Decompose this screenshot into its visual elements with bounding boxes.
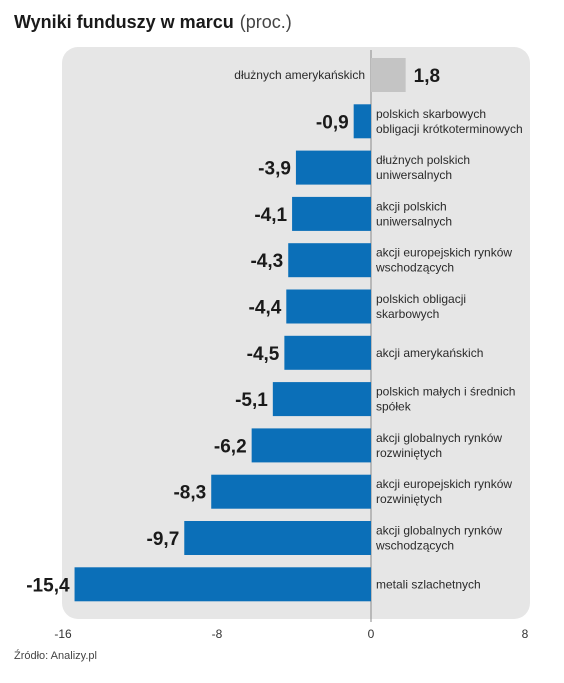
bar-category-label-7: polskich małych i średnich spółek	[376, 385, 515, 414]
bar-11	[74, 567, 372, 602]
bar-category-label-6: akcji amerykańskich	[376, 346, 483, 360]
x-tick-label-1: -8	[212, 627, 223, 641]
bar-category-label-8: akcji globalnych rynków rozwiniętych	[376, 431, 502, 460]
bar-value-label-9: -8,3	[173, 483, 206, 504]
x-tick-label-0: -16	[54, 627, 72, 641]
bar-6	[284, 335, 371, 370]
bar-1	[353, 104, 371, 139]
bar-value-label-4: -4,3	[250, 251, 283, 272]
bar-value-label-8: -6,2	[214, 436, 247, 457]
bar-3	[292, 196, 371, 231]
bar-category-label-0: dłużnych amerykańskich	[234, 68, 365, 82]
bar-value-label-0: 1,8	[414, 66, 440, 87]
bar-category-label-1: polskich skarbowych obligacji krótkotermi…	[376, 107, 523, 136]
bar-7	[272, 382, 371, 417]
bar-2	[295, 150, 371, 185]
source-note: Źródło: Analizy.pl	[14, 650, 97, 662]
bar-category-label-9: akcji europejskich rynków rozwiniętych	[376, 477, 512, 506]
chart-title: Wyniki funduszy w marcu (proc.)	[14, 12, 292, 33]
bar-5	[286, 289, 371, 324]
bar-8	[251, 428, 371, 463]
x-tick-label-2: 0	[368, 627, 375, 641]
bar-value-label-3: -4,1	[254, 205, 287, 226]
bar-value-label-11: -15,4	[26, 575, 70, 596]
chart-unit: (proc.)	[239, 12, 292, 32]
bar-value-label-2: -3,9	[258, 159, 291, 180]
bar-4	[288, 243, 371, 278]
bar-category-label-11: metali szlachetnych	[376, 577, 481, 591]
bar-0	[371, 58, 406, 92]
bar-9	[211, 474, 371, 509]
bar-value-label-1: -0,9	[316, 112, 349, 133]
bar-category-label-5: polskich obligacji skarbowych	[376, 292, 466, 321]
chart-title-text: Wyniki funduszy w marcu	[14, 12, 234, 32]
bar-category-label-4: akcji europejskich rynków wschodzących	[375, 246, 512, 275]
bar-value-label-7: -5,1	[235, 390, 268, 411]
bar-category-label-10: akcji globalnych rynków wschodzących	[375, 524, 502, 553]
x-tick-label-3: 8	[522, 627, 529, 641]
bar-value-label-6: -4,5	[247, 344, 280, 365]
bar-category-label-3: akcji polskich uniwersalnych	[376, 199, 452, 228]
bar-10	[184, 521, 371, 555]
bar-value-label-10: -9,7	[147, 529, 180, 550]
bar-value-label-5: -4,4	[249, 298, 282, 319]
bar-category-label-2: dłużnych polskich uniwersalnych	[376, 153, 470, 182]
